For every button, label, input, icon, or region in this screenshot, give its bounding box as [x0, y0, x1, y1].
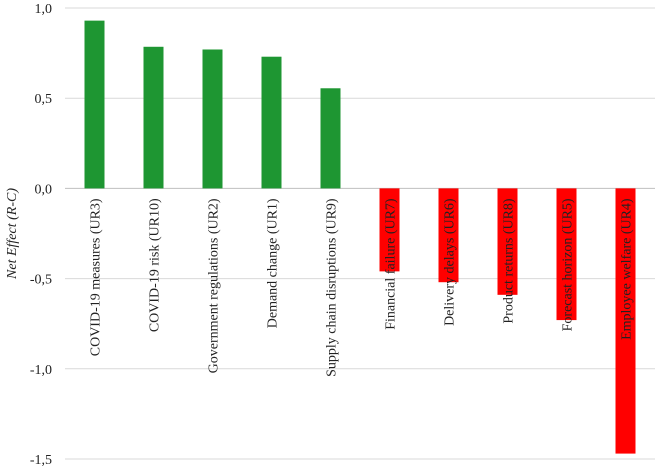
bar: [320, 88, 341, 189]
bar: [497, 188, 518, 295]
y-tick-label: 0,5: [35, 92, 53, 107]
category-label: Supply chain disruptions (UR9): [325, 198, 340, 377]
bar: [261, 56, 282, 189]
y-tick-labels: 1,0 0,5 0,0 -0,5 -1,0 -1,5: [30, 2, 52, 468]
bar: [615, 188, 636, 454]
bar: [202, 49, 223, 189]
y-tick-label: -0,5: [30, 273, 52, 288]
category-label: Demand change (UR1): [266, 198, 281, 328]
category-label: Product returns (UR8): [502, 198, 517, 324]
category-label: Financial failure (UR7): [384, 198, 399, 330]
category-label: COVID-19 risk (UR10): [148, 198, 163, 332]
y-tick-label: 0,0: [35, 182, 53, 197]
y-tick-label: -1,0: [30, 363, 52, 378]
y-tick-label: -1,5: [30, 453, 52, 468]
category-label: COVID-19 measures (UR3): [89, 198, 104, 356]
bar: [438, 188, 459, 283]
y-axis-title: Net Effect (R-C): [5, 188, 20, 280]
category-labels: COVID-19 measures (UR3) COVID-19 risk (UR…: [89, 198, 635, 377]
bar: [556, 188, 577, 321]
bar: [84, 20, 105, 189]
bar: [143, 46, 164, 189]
bar: [379, 188, 400, 272]
category-label: Delivery delays (UR6): [443, 198, 458, 326]
category-label: Government regulations (UR2): [207, 198, 222, 373]
y-tick-label: 1,0: [35, 2, 53, 17]
category-label: Employee welfare (UR4): [620, 198, 635, 340]
category-label: Forecast horizon (UR5): [561, 198, 576, 331]
bars: [84, 20, 636, 454]
